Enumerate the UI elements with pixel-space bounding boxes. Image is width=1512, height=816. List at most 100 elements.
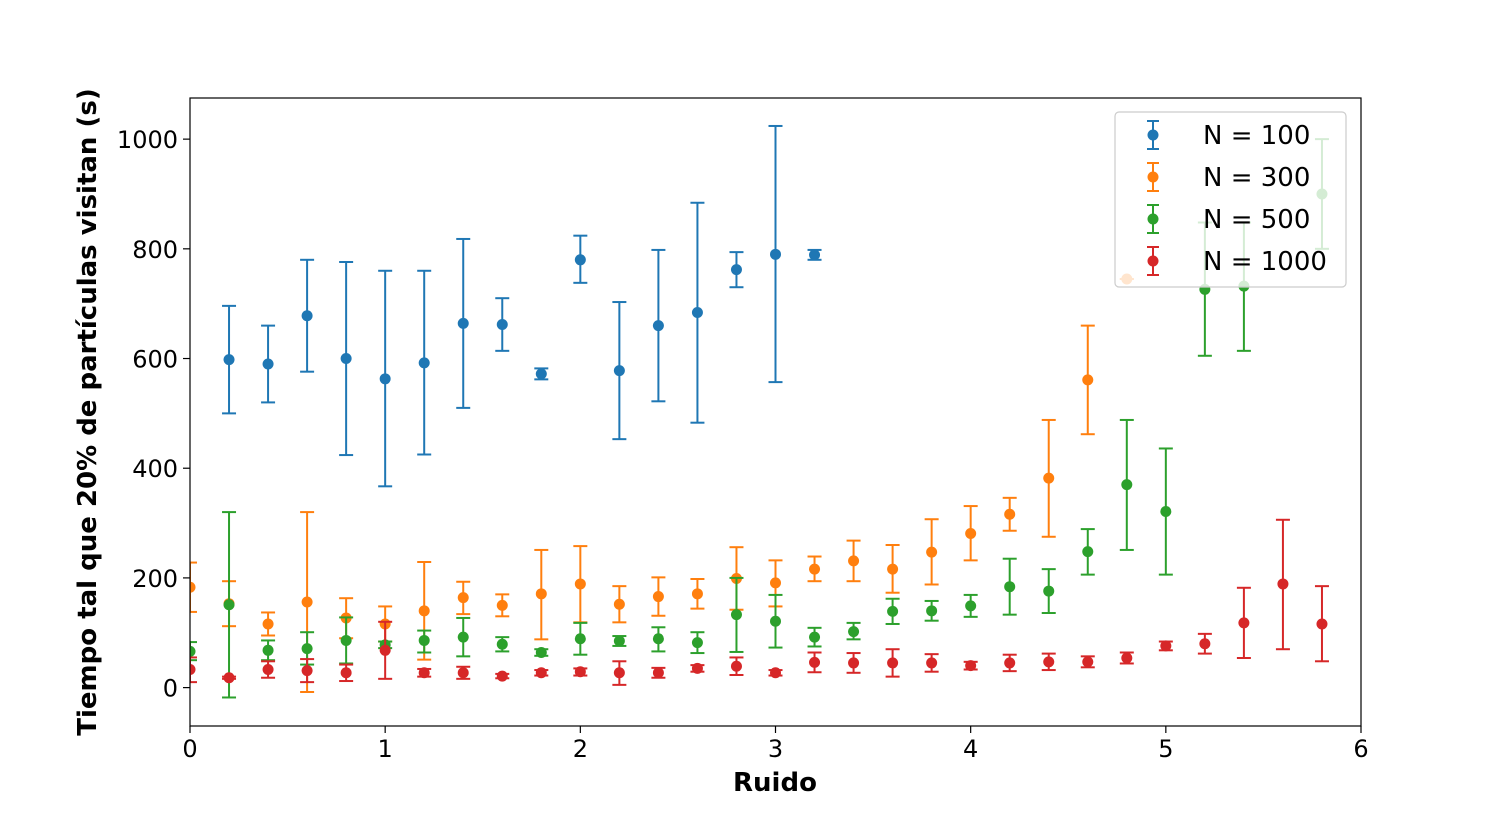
data-point [496, 319, 508, 331]
data-point [887, 563, 899, 575]
data-point [496, 599, 508, 611]
data-point [809, 249, 821, 261]
error-bar [190, 561, 197, 613]
data-point [457, 317, 469, 329]
data-point [652, 320, 664, 332]
y-tick-label: 0 [163, 675, 178, 703]
data-point [1043, 472, 1055, 484]
y-axis: 0 200 400 600 800 1000 [117, 126, 190, 703]
data-point [926, 605, 938, 617]
data-point [457, 667, 469, 679]
y-tick-label: 200 [132, 565, 178, 593]
data-point [1004, 657, 1016, 669]
data-point [652, 591, 664, 603]
data-point [340, 353, 352, 365]
data-point [223, 354, 235, 366]
data-point [1160, 640, 1172, 652]
data-point [535, 647, 547, 659]
x-axis-label: Ruido [733, 768, 817, 798]
legend: N = 100 N = 300 N = 500 N = 1000 [1114, 111, 1347, 288]
data-point [691, 662, 703, 674]
data-point [730, 264, 742, 276]
data-point [223, 672, 235, 684]
data-point [848, 626, 860, 638]
data-point [1043, 656, 1055, 668]
error-bar [190, 641, 197, 662]
data-point [887, 605, 899, 617]
data-point [652, 667, 664, 679]
data-point [301, 596, 313, 608]
data-point [809, 563, 821, 575]
x-tick-label: 3 [768, 735, 783, 763]
data-point [613, 365, 625, 377]
data-point [262, 644, 274, 656]
legend-item: N = 500 [1147, 204, 1310, 235]
data-point [613, 667, 625, 679]
data-point [1238, 617, 1250, 629]
data-point [691, 306, 703, 318]
data-point [887, 657, 899, 669]
legend-label: N = 100 [1203, 121, 1310, 151]
x-tick-label: 6 [1353, 735, 1368, 763]
series-0 [222, 124, 822, 488]
data-point [190, 664, 196, 676]
data-point [262, 358, 274, 370]
x-axis: 0 1 2 3 4 5 6 [182, 726, 1369, 763]
data-point [1199, 638, 1211, 650]
data-point [574, 578, 586, 590]
data-point [965, 600, 977, 612]
data-point [770, 615, 781, 627]
data-point [1316, 618, 1328, 630]
data-point [1121, 652, 1133, 664]
data-point [574, 633, 586, 645]
y-axis-label: Tiempo tal que 20% de partículas visitan… [73, 88, 103, 735]
data-point [1160, 506, 1172, 518]
x-tick-label: 5 [1158, 735, 1173, 763]
data-point [301, 310, 313, 322]
data-point [457, 631, 469, 643]
data-point [574, 254, 586, 266]
data-point [613, 598, 625, 610]
data-point [301, 665, 313, 677]
data-point [496, 670, 508, 682]
data-point [418, 667, 430, 679]
legend-frame [1114, 111, 1347, 288]
legend-marker [1147, 213, 1159, 225]
data-point [496, 638, 508, 650]
legend-label: N = 500 [1203, 205, 1310, 235]
plot-area [189, 97, 1362, 727]
data-point [340, 634, 352, 646]
legend-label: N = 1000 [1203, 247, 1327, 277]
data-point [1082, 374, 1094, 386]
data-point [1043, 585, 1055, 597]
data-point [262, 664, 274, 676]
data-point [535, 667, 547, 679]
legend-marker [1147, 129, 1159, 141]
legend-item: N = 100 [1147, 120, 1310, 151]
series-3 [190, 518, 1329, 686]
legend-label: N = 300 [1203, 163, 1310, 193]
data-point [190, 645, 196, 657]
data-point [691, 637, 703, 649]
data-point [965, 660, 977, 672]
data-point [1004, 581, 1016, 593]
error-bar [190, 656, 197, 684]
data-point [1082, 656, 1094, 668]
y-tick-label: 1000 [117, 126, 178, 154]
data-point [1004, 508, 1016, 520]
legend-item: N = 1000 [1147, 246, 1327, 277]
data-point [457, 592, 469, 604]
data-point [262, 618, 274, 630]
y-tick-label: 800 [132, 236, 178, 264]
y-tick-label: 600 [132, 346, 178, 374]
legend-item: N = 300 [1147, 162, 1310, 193]
data-point [1121, 479, 1133, 491]
data-point [418, 634, 430, 646]
data-point [613, 635, 625, 647]
data-point [190, 581, 196, 593]
x-tick-label: 1 [378, 735, 393, 763]
data-point [1082, 546, 1094, 558]
data-point [223, 599, 235, 611]
data-point [730, 609, 742, 621]
